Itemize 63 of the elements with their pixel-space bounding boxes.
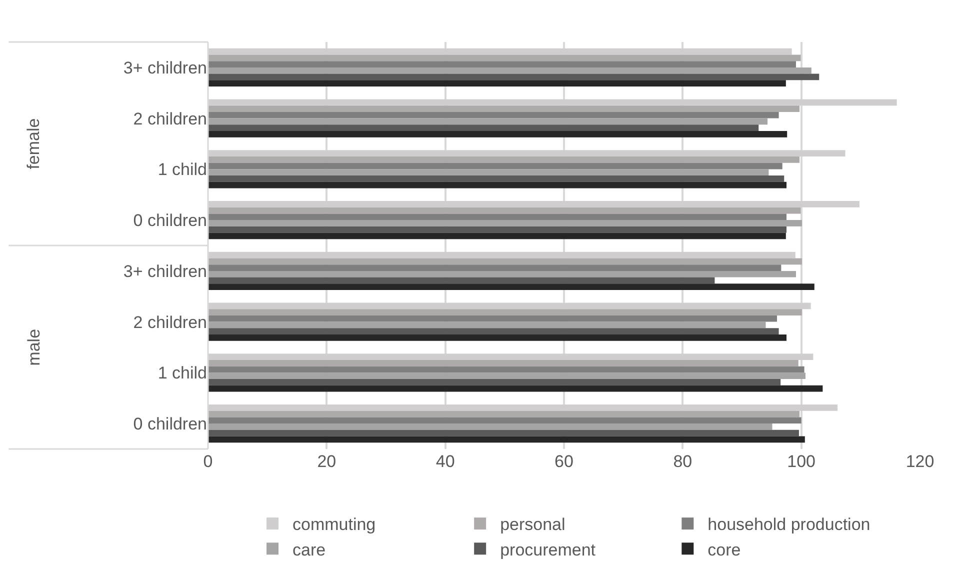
- legend-label: personal: [500, 515, 566, 534]
- bar: [208, 182, 786, 188]
- bar: [208, 106, 800, 112]
- bar: [208, 379, 781, 386]
- bar: [208, 309, 802, 316]
- bar: [208, 424, 772, 430]
- bar: [208, 67, 812, 74]
- x-tick-label: 0: [203, 452, 213, 471]
- bar: [208, 131, 788, 138]
- bar: [208, 61, 796, 68]
- bar: [208, 315, 778, 322]
- bar: [208, 430, 799, 436]
- bar: [208, 118, 768, 125]
- legend-label: core: [708, 540, 741, 560]
- bar: [208, 410, 800, 418]
- bar: [208, 417, 802, 424]
- bar: [208, 322, 766, 328]
- bar: [208, 270, 796, 278]
- bar: [208, 360, 798, 366]
- bar: [208, 258, 802, 265]
- y-tick-label: 0 children: [133, 414, 207, 434]
- legend-label: procurement: [500, 540, 596, 560]
- bar: [208, 277, 715, 284]
- bar: [208, 366, 804, 373]
- bar: [208, 226, 786, 233]
- x-tick-label: 40: [436, 452, 455, 471]
- bar: [208, 74, 820, 80]
- text: male: [24, 328, 44, 366]
- bar: [208, 385, 823, 392]
- legend-label: commuting: [292, 515, 376, 534]
- bar: [208, 169, 769, 176]
- x-tick-label: 120: [906, 452, 934, 471]
- legend-label: household production: [708, 515, 870, 534]
- bar: [208, 207, 801, 214]
- bar: [208, 156, 800, 163]
- bar: [208, 80, 786, 87]
- bar: [208, 264, 782, 271]
- bar: [208, 232, 786, 240]
- bar: [208, 328, 779, 335]
- bar: [208, 112, 779, 118]
- legend-label: care: [292, 540, 326, 560]
- y-tick-label: 3+ children: [123, 262, 207, 281]
- x-tick-label: 100: [787, 452, 816, 471]
- bar: [208, 436, 805, 443]
- x-tick-label: 60: [554, 452, 574, 471]
- bar: [208, 176, 784, 182]
- x-tick-label: 20: [317, 452, 336, 471]
- y-tick-label: 3+ children: [123, 58, 207, 78]
- bar: [208, 284, 814, 290]
- bar: [208, 162, 782, 170]
- bar: [208, 54, 801, 62]
- x-tick-label: 80: [673, 452, 692, 471]
- bar: [208, 372, 806, 380]
- y-tick-label: 1 child: [158, 364, 207, 383]
- bar: [208, 334, 786, 341]
- bar: [208, 124, 759, 132]
- y-tick-label: 2 children: [133, 312, 207, 332]
- y-tick-label: 2 children: [133, 109, 207, 128]
- y-tick-label: 0 children: [133, 211, 207, 230]
- text: female: [24, 118, 43, 170]
- bar: [208, 214, 786, 220]
- bar: [208, 220, 802, 226]
- y-tick-label: 1 child: [158, 160, 207, 180]
